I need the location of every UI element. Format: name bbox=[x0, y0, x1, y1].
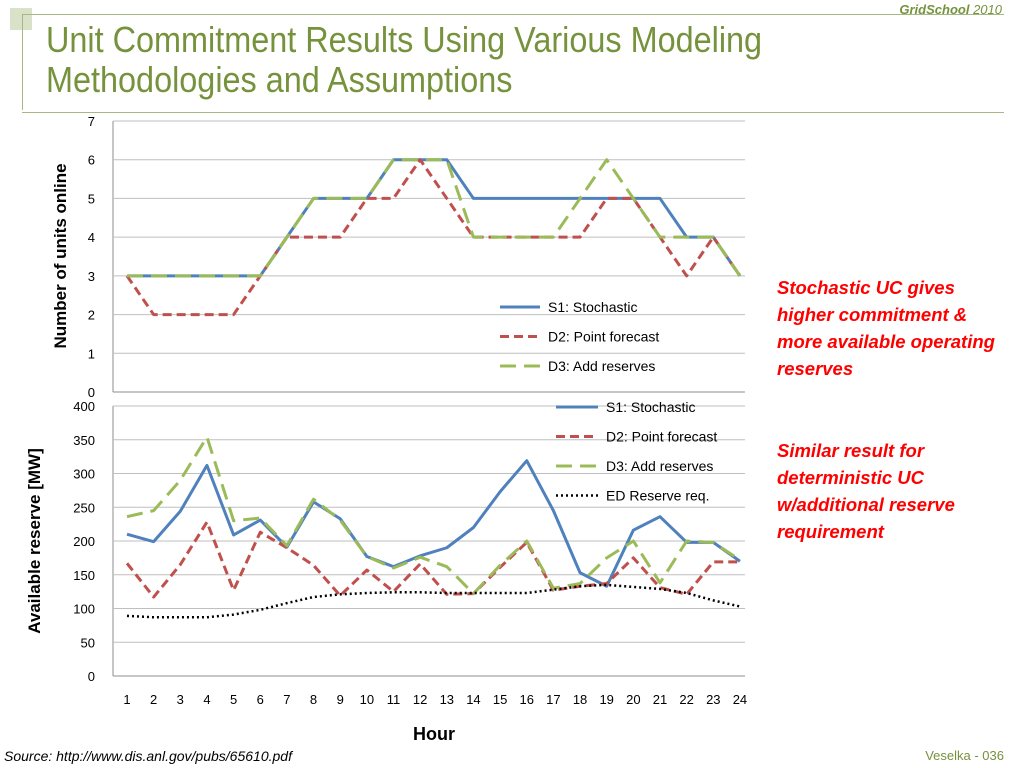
y-tick-label: 1 bbox=[88, 346, 95, 361]
x-tick-label: 11 bbox=[387, 692, 401, 707]
x-tick-label: 6 bbox=[257, 692, 264, 707]
x-tick-label: 14 bbox=[466, 692, 480, 707]
source-citation: Source: http://www.dis.anl.gov/pubs/6561… bbox=[4, 748, 292, 764]
x-tick-label: 15 bbox=[493, 692, 507, 707]
x-tick-label: 22 bbox=[679, 692, 693, 707]
y-tick-label: 0 bbox=[88, 669, 95, 684]
slide-title: Unit Commitment Results Using Various Mo… bbox=[46, 20, 856, 100]
brand-label: GridSchool 2010 bbox=[899, 2, 1002, 17]
frame-line-top bbox=[22, 14, 1004, 15]
y-tick-label: 6 bbox=[88, 153, 95, 168]
y-tick-label: 200 bbox=[73, 534, 95, 549]
legend-entry: D2: Point forecast bbox=[548, 329, 659, 345]
x-tick-label: 21 bbox=[653, 692, 667, 707]
note-deterministic: Similar result for deterministic UC w/ad… bbox=[777, 440, 955, 542]
y-axis-label: Available reserve [MW] bbox=[25, 448, 44, 634]
y-tick-label: 50 bbox=[81, 635, 95, 650]
chart-panel-2: 0 50 100 150 200 250 300 350 400 Available reserv… bbox=[25, 399, 747, 744]
brand-year: 2010 bbox=[973, 2, 1002, 17]
x-tick-label: 10 bbox=[360, 692, 374, 707]
chart-panel-1: 0 1 2 3 4 5 6 7 Number of units online S1: Stocha… bbox=[51, 114, 745, 400]
series-line-ed-reserve-req bbox=[126, 583, 741, 619]
series-line-d2-point-forecast bbox=[125, 520, 740, 599]
y-tick-label: 150 bbox=[73, 568, 95, 583]
legend-entry: D3: Add reserves bbox=[606, 458, 713, 474]
x-axis-label: Hour bbox=[413, 724, 455, 744]
y-tick-label: 400 bbox=[73, 399, 95, 414]
x-tick-label: 5 bbox=[230, 692, 237, 707]
x-tick-label: 8 bbox=[310, 692, 317, 707]
x-tick-label: 1 bbox=[123, 692, 130, 707]
x-tick-label: 23 bbox=[706, 692, 720, 707]
brand-name: GridSchool bbox=[899, 2, 970, 17]
x-tick-label: 19 bbox=[599, 692, 613, 707]
x-tick-label: 2 bbox=[150, 692, 157, 707]
y-tick-label: 5 bbox=[88, 191, 95, 206]
note-stochastic: Stochastic UC gives higher commitment & … bbox=[777, 277, 995, 379]
frame-line-under-title bbox=[22, 112, 1004, 113]
x-tick-label: 3 bbox=[177, 692, 184, 707]
y-tick-label: 350 bbox=[73, 433, 95, 448]
slide-title-line2: Methodologies and Assumptions bbox=[46, 59, 513, 100]
x-tick-label: 16 bbox=[520, 692, 534, 707]
legend-entry: ED Reserve req. bbox=[606, 488, 709, 504]
legend-entry: D2: Point forecast bbox=[606, 429, 717, 445]
x-tick-label: 18 bbox=[573, 692, 587, 707]
x-tick-label: 7 bbox=[283, 692, 290, 707]
y-axis-label: Number of units online bbox=[51, 163, 70, 348]
y-tick-label: 3 bbox=[88, 269, 95, 284]
legend-entry: S1: Stochastic bbox=[548, 299, 638, 315]
y-tick-label: 100 bbox=[73, 602, 95, 617]
corner-decoration bbox=[10, 8, 32, 30]
legend-entry: D3: Add reserves bbox=[548, 358, 655, 374]
y-tick-label: 2 bbox=[88, 308, 95, 323]
x-tick-label: 4 bbox=[203, 692, 210, 707]
frame-line-vertical bbox=[22, 14, 23, 110]
y-tick-label: 4 bbox=[88, 230, 95, 245]
y-tick-label: 7 bbox=[88, 114, 95, 129]
series-line-d3-add-reserves bbox=[127, 158, 742, 278]
legend-entry: S1: Stochastic bbox=[606, 399, 696, 415]
x-tick-label: 17 bbox=[546, 692, 560, 707]
y-tick-label: 250 bbox=[73, 500, 95, 515]
y-tick-label: 0 bbox=[88, 385, 95, 400]
series-line-d2-point-forecast bbox=[125, 158, 742, 317]
page-number: Veselka - 036 bbox=[925, 748, 1004, 763]
series-line-s1-stochastic bbox=[126, 459, 741, 588]
x-tick-label: 12 bbox=[413, 692, 427, 707]
x-tick-label: 9 bbox=[337, 692, 344, 707]
x-tick-label: 20 bbox=[626, 692, 640, 707]
x-tick-label: 13 bbox=[440, 692, 454, 707]
slide-title-line1: Unit Commitment Results Using Various Mo… bbox=[46, 19, 763, 60]
x-tick-label: 24 bbox=[733, 692, 747, 707]
y-tick-label: 300 bbox=[73, 467, 95, 482]
